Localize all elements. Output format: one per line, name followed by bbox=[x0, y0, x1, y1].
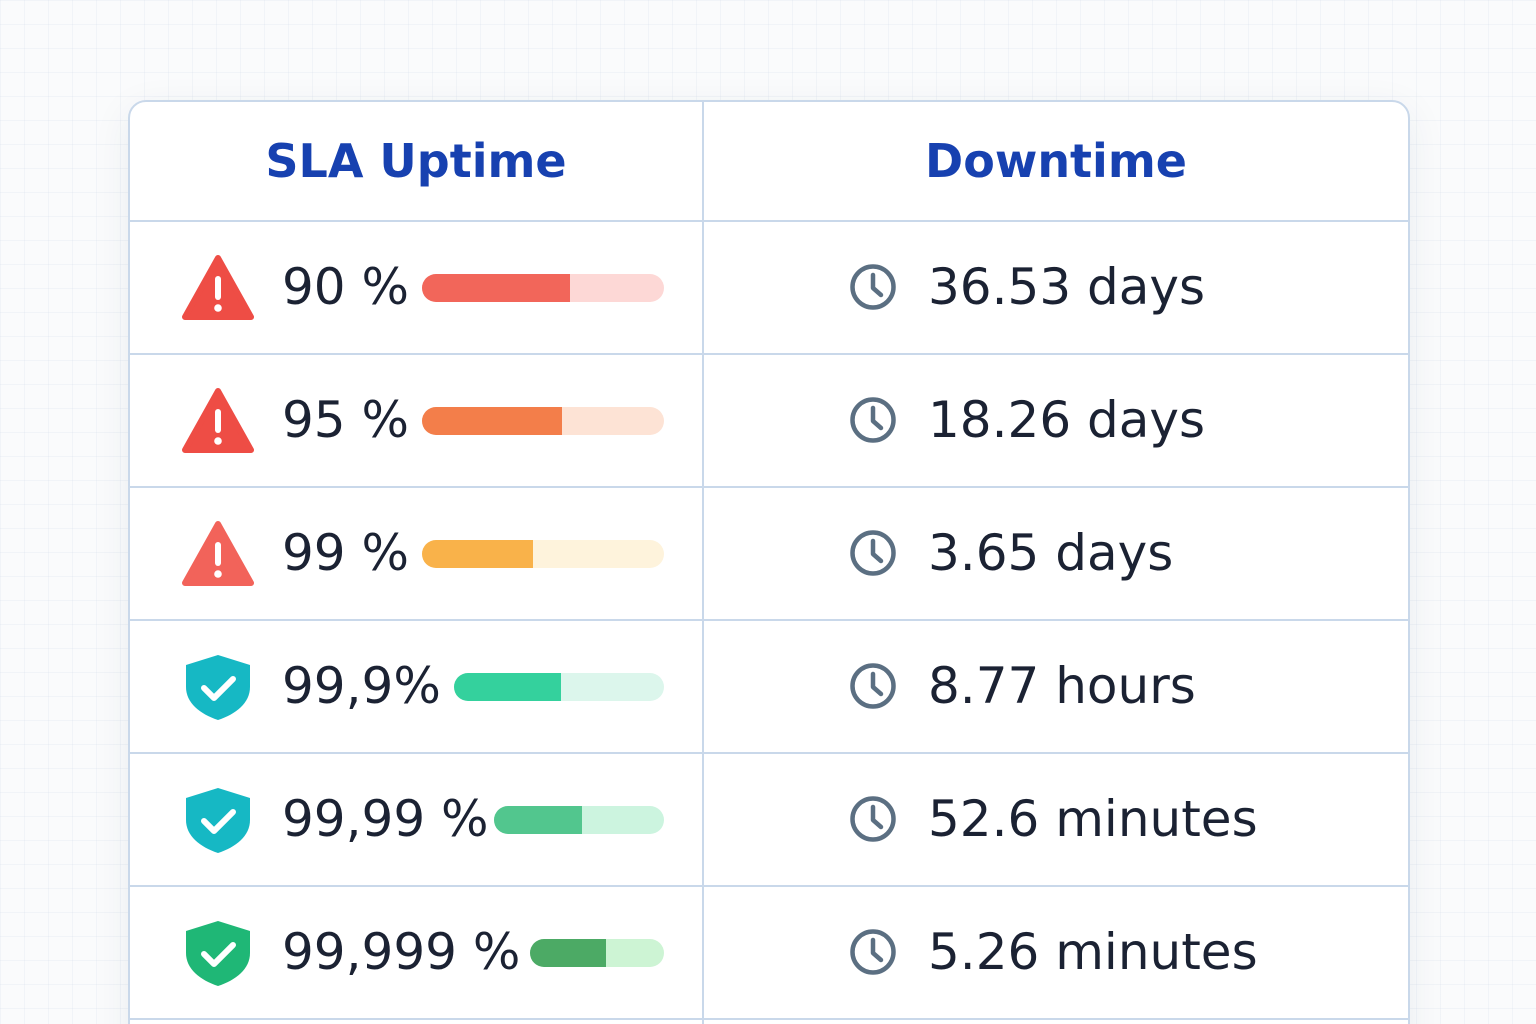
clock-icon bbox=[850, 929, 896, 975]
uptime-bar-fill bbox=[530, 939, 607, 967]
uptime-bar bbox=[422, 407, 664, 435]
uptime-bar bbox=[422, 540, 664, 568]
table-row: 95 % 18.26 days bbox=[130, 355, 1408, 488]
table-header: SLA Uptime Downtime bbox=[130, 102, 1408, 222]
warning-triangle-icon bbox=[182, 255, 254, 320]
uptime-bar bbox=[494, 806, 664, 834]
uptime-bar bbox=[530, 939, 664, 967]
clock-icon bbox=[850, 397, 896, 443]
shield-check-icon bbox=[186, 788, 250, 853]
downtime-value: 36.53 days bbox=[928, 258, 1206, 316]
table-row: 90 % 36.53 days bbox=[130, 222, 1408, 355]
uptime-bar-fill bbox=[494, 806, 583, 834]
clock-icon bbox=[850, 264, 896, 310]
table-row: 99 % 3.65 days bbox=[130, 488, 1408, 621]
table-row: 99,99 % 52.6 minutes bbox=[130, 754, 1408, 887]
downtime-value: 8.77 hours bbox=[928, 657, 1196, 715]
column-divider bbox=[702, 102, 704, 1024]
table-row: 99,9% 8.77 hours bbox=[130, 621, 1408, 754]
clock-icon bbox=[850, 530, 896, 576]
downtime-value: 52.6 minutes bbox=[928, 790, 1258, 848]
uptime-value: 90 % bbox=[282, 258, 410, 316]
header-sla-uptime: SLA Uptime bbox=[265, 134, 567, 188]
shield-check-icon bbox=[186, 655, 250, 720]
uptime-bar bbox=[454, 673, 664, 701]
uptime-bar-fill bbox=[422, 274, 570, 302]
shield-check-icon bbox=[186, 921, 250, 986]
warning-triangle-icon bbox=[182, 388, 254, 453]
downtime-value: 5.26 minutes bbox=[928, 923, 1258, 981]
clock-icon bbox=[850, 796, 896, 842]
uptime-bar-fill bbox=[454, 673, 562, 701]
warning-triangle-icon bbox=[182, 521, 254, 586]
header-downtime: Downtime bbox=[925, 134, 1187, 188]
uptime-value: 99,9% bbox=[282, 657, 441, 715]
uptime-bar-fill bbox=[422, 540, 534, 568]
downtime-value: 3.65 days bbox=[928, 524, 1174, 582]
uptime-value: 95 % bbox=[282, 391, 410, 449]
uptime-bar-fill bbox=[422, 407, 563, 435]
table-row: 99,999 % 5.26 minutes bbox=[130, 887, 1408, 1020]
downtime-value: 18.26 days bbox=[928, 391, 1206, 449]
uptime-value: 99 % bbox=[282, 524, 410, 582]
uptime-value: 99,999 % bbox=[282, 923, 521, 981]
uptime-value: 99,99 % bbox=[282, 790, 489, 848]
sla-table-card: SLA Uptime Downtime 90 % 36.53 days 95 % bbox=[128, 100, 1410, 1024]
uptime-bar bbox=[422, 274, 664, 302]
clock-icon bbox=[850, 663, 896, 709]
